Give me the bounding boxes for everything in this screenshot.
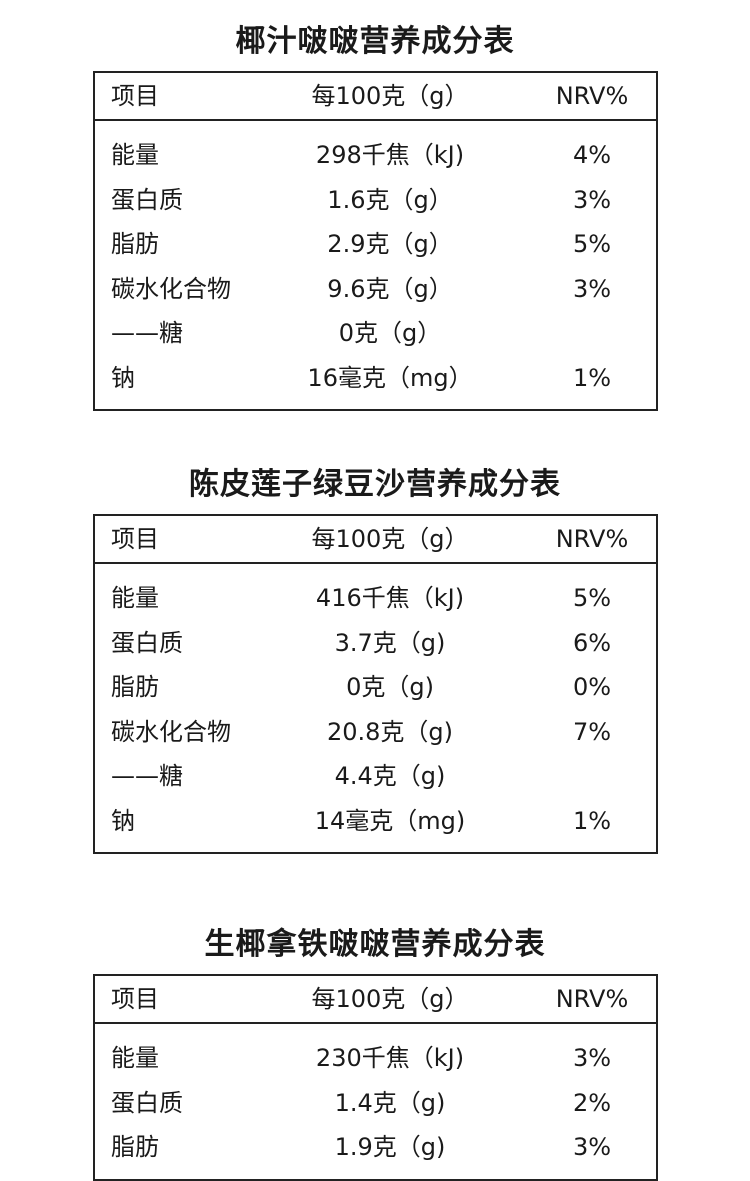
nutrient-name: 碳水化合物 (111, 274, 231, 303)
table-body: 能量 298千焦（kJ) 4% 蛋白质 1.6克（g） 3% 脂肪 2.9克（g） 5% 碳水化合… (95, 121, 656, 409)
nutrient-value: 4.4克（g) (334, 762, 446, 790)
nutrient-nrv: 5% (572, 584, 612, 612)
nutrient-value: 416千焦（kJ) (315, 584, 465, 612)
table-row: 蛋白质 3.7克（g) 6% (95, 621, 656, 666)
nutrient-nrv: 4% (572, 141, 612, 169)
nutrient-name: 钠 (111, 806, 135, 835)
nutrient-value: 230千焦（kJ) (315, 1044, 465, 1072)
table-header-row: 项目 每100克（g） NRV% (95, 516, 656, 564)
nutrient-nrv: 3% (572, 1044, 612, 1072)
nutrient-nrv: 0% (572, 673, 612, 701)
table-row: 蛋白质 1.6克（g） 3% (95, 178, 656, 223)
table-body: 能量 230千焦（kJ) 3% 蛋白质 1.4克（g) 2% 脂肪 1.9克（g) 3% (95, 1024, 656, 1179)
nutrient-name: 脂肪 (111, 1133, 159, 1161)
table-row: 脂肪 0克（g) 0% (95, 665, 656, 710)
table-row: 能量 230千焦（kJ) 3% (95, 1036, 656, 1081)
table-header-row: 项目 每100克（g） NRV% (95, 976, 656, 1024)
nutrient-name: ——糖 (111, 762, 183, 790)
nutrient-value: 1.6克（g） (327, 185, 453, 214)
table-title: 椰汁啵啵营养成分表 (235, 24, 515, 59)
nutrition-table: 项目 每100克（g） NRV% 能量 298千焦（kJ) 4% 蛋白质 1.6克（g） 3% 脂… (93, 71, 658, 411)
header-per-100g: 每100克（g） (311, 82, 469, 110)
nutrient-name: 能量 (111, 1044, 159, 1072)
nutrient-value: 3.7克（g) (334, 628, 446, 657)
table-row: ——糖 4.4克（g) (95, 754, 656, 799)
nutrition-table: 项目 每100克（g） NRV% 能量 230千焦（kJ) 3% 蛋白质 1.4克（g) 2% 脂… (93, 974, 658, 1181)
nutrient-name: 能量 (111, 584, 159, 612)
table-row: 脂肪 1.9克（g) 3% (95, 1125, 656, 1170)
nutrient-name: 钠 (111, 363, 135, 392)
header-nrv: NRV% (555, 985, 629, 1013)
header-per-100g: 每100克（g） (311, 985, 469, 1013)
nutrient-value: 14毫克（mg) (314, 806, 466, 835)
table-header-row: 项目 每100克（g） NRV% (95, 73, 656, 121)
nutrient-name: 脂肪 (111, 673, 159, 701)
nutrient-value: 2.9克（g） (327, 230, 453, 258)
nutrient-name: ——糖 (111, 319, 183, 347)
table-row: 能量 298千焦（kJ) 4% (95, 133, 656, 178)
nutrient-value: 1.4克（g) (334, 1088, 446, 1117)
header-item: 项目 (111, 525, 159, 553)
header-item: 项目 (111, 985, 159, 1013)
nutrient-value: 0克（g) (346, 673, 434, 701)
header-item: 项目 (111, 82, 159, 110)
nutrient-nrv: 2% (572, 1088, 612, 1117)
nutrient-value: 20.8克（g) (326, 717, 454, 746)
table-title: 陈皮莲子绿豆沙营养成分表 (189, 467, 561, 502)
table-row: 钠 16毫克（mg） 1% (95, 356, 656, 401)
table-row: 脂肪 2.9克（g） 5% (95, 222, 656, 267)
table-row: 钠 14毫克（mg) 1% (95, 799, 656, 844)
header-nrv: NRV% (555, 82, 629, 110)
nutrient-value: 9.6克（g） (327, 274, 453, 303)
nutrition-table: 项目 每100克（g） NRV% 能量 416千焦（kJ) 5% 蛋白质 3.7克（g) 6% 脂… (93, 514, 658, 854)
nutrient-nrv: 6% (572, 628, 612, 657)
nutrient-name: 蛋白质 (111, 628, 183, 657)
table-body: 能量 416千焦（kJ) 5% 蛋白质 3.7克（g) 6% 脂肪 0克（g) 0% 碳水化合物 2… (95, 564, 656, 852)
nutrient-nrv: 1% (572, 806, 612, 835)
table-row: 碳水化合物 9.6克（g） 3% (95, 267, 656, 312)
nutrient-nrv: 3% (572, 185, 612, 214)
nutrient-value: 298千焦（kJ) (315, 141, 465, 169)
nutrient-name: 脂肪 (111, 230, 159, 258)
nutrient-value: 0克（g） (338, 319, 442, 347)
nutrient-value: 16毫克（mg） (307, 363, 473, 392)
nutrient-nrv: 3% (572, 1133, 612, 1161)
nutrient-name: 蛋白质 (111, 185, 183, 214)
header-nrv: NRV% (555, 525, 629, 553)
nutrient-value: 1.9克（g) (334, 1133, 446, 1161)
nutrient-nrv: 7% (572, 717, 612, 746)
table-row: 蛋白质 1.4克（g) 2% (95, 1081, 656, 1126)
nutrient-name: 蛋白质 (111, 1088, 183, 1117)
table-title: 生椰拿铁啵啵营养成分表 (204, 927, 546, 962)
nutrient-nrv: 1% (572, 363, 612, 392)
table-row: 能量 416千焦（kJ) 5% (95, 576, 656, 621)
header-per-100g: 每100克（g） (311, 525, 469, 553)
table-row: 碳水化合物 20.8克（g) 7% (95, 710, 656, 755)
nutrient-nrv: 5% (572, 230, 612, 258)
nutrient-name: 能量 (111, 141, 159, 169)
nutrient-name: 碳水化合物 (111, 717, 231, 746)
table-row: ——糖 0克（g） (95, 311, 656, 356)
nutrient-nrv: 3% (572, 274, 612, 303)
